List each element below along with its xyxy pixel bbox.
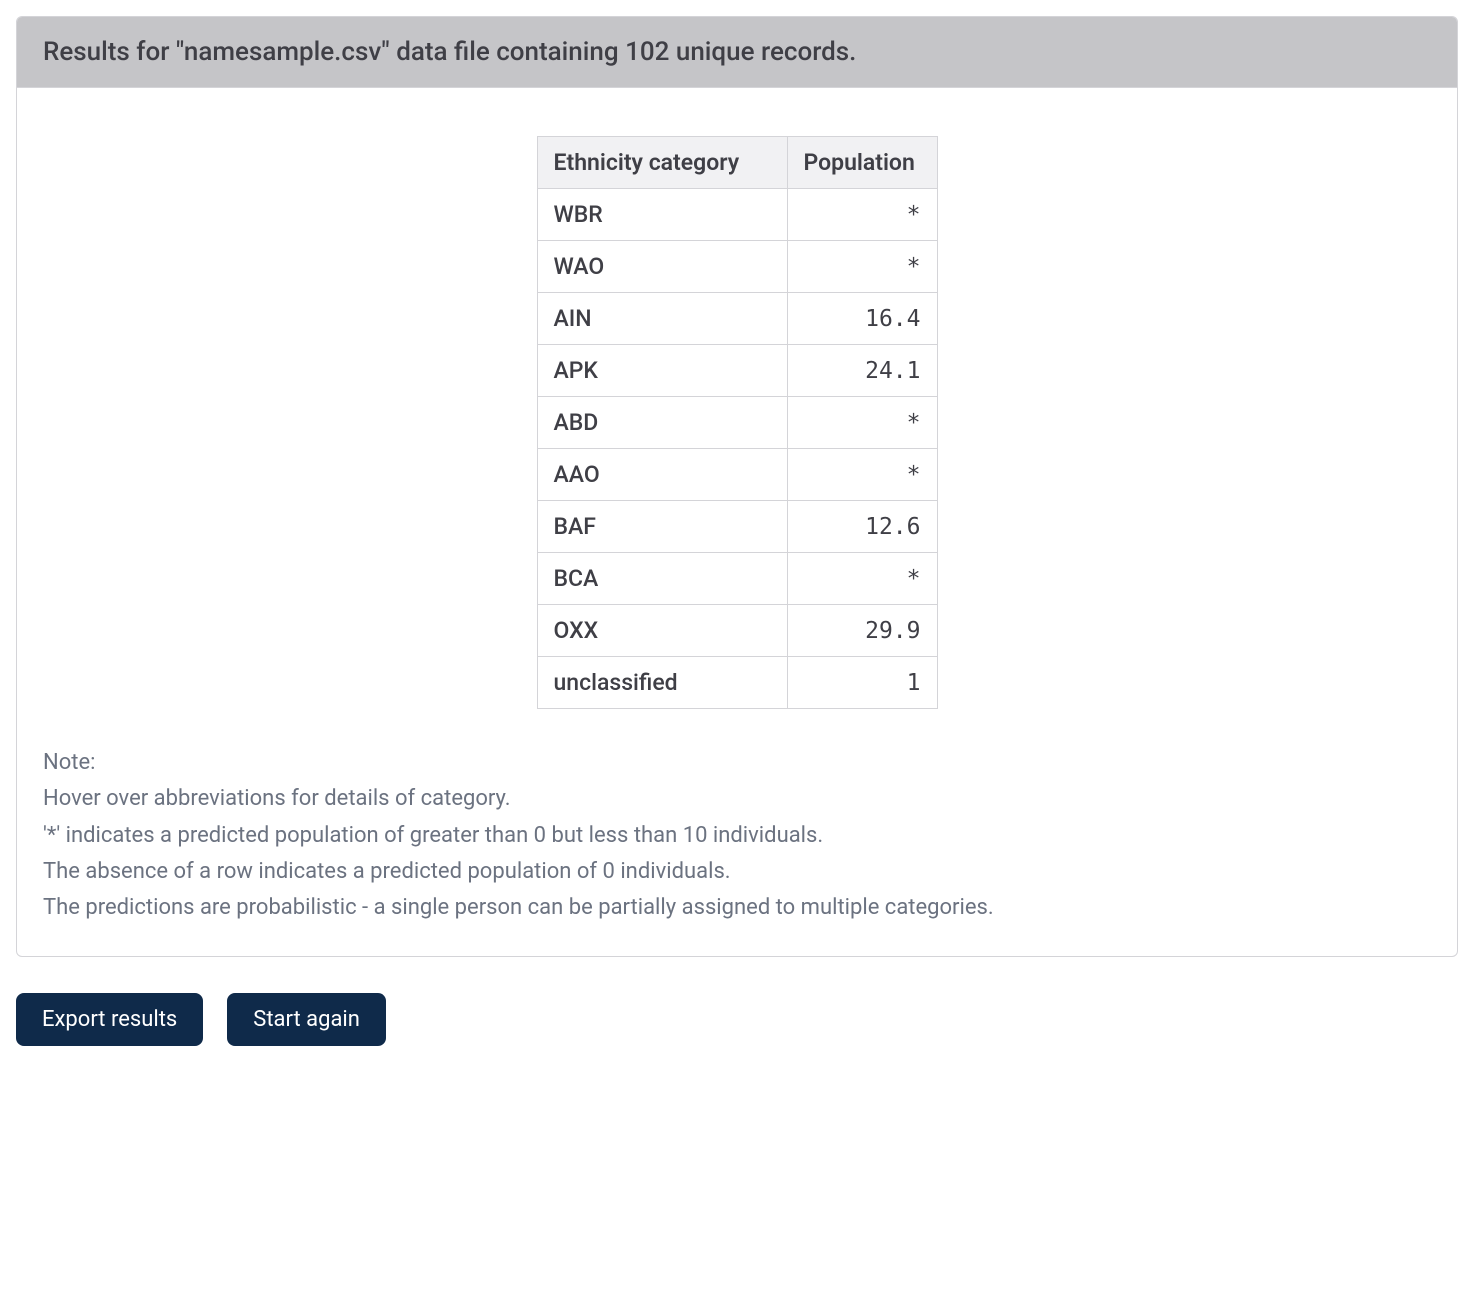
start-again-button[interactable]: Start again xyxy=(227,993,386,1046)
table-row: ABD* xyxy=(537,397,937,449)
cell-category[interactable]: BAF xyxy=(537,501,787,553)
cell-category[interactable]: unclassified xyxy=(537,657,787,709)
table-row: BAF12.6 xyxy=(537,501,937,553)
table-header-row: Ethnicity category Population xyxy=(537,137,937,189)
table-container: Ethnicity category Population WBR*WAO*AI… xyxy=(43,136,1431,709)
cell-population: * xyxy=(787,397,937,449)
cell-population: * xyxy=(787,189,937,241)
cell-category[interactable]: BCA xyxy=(537,553,787,605)
table-row: WAO* xyxy=(537,241,937,293)
table-row: AIN16.4 xyxy=(537,293,937,345)
table-row: OXX29.9 xyxy=(537,605,937,657)
panel-body: Ethnicity category Population WBR*WAO*AI… xyxy=(17,88,1457,956)
panel-header: Results for "namesample.csv" data file c… xyxy=(17,17,1457,88)
cell-population: 24.1 xyxy=(787,345,937,397)
cell-category[interactable]: WAO xyxy=(537,241,787,293)
notes-section: Note:Hover over abbreviations for detail… xyxy=(43,745,1431,926)
cell-population: * xyxy=(787,241,937,293)
cell-category[interactable]: AAO xyxy=(537,449,787,501)
cell-category[interactable]: OXX xyxy=(537,605,787,657)
note-line: '*' indicates a predicted population of … xyxy=(43,818,1431,854)
col-header-category: Ethnicity category xyxy=(537,137,787,189)
cell-population: 29.9 xyxy=(787,605,937,657)
table-body: WBR*WAO*AIN16.4APK24.1ABD*AAO*BAF12.6BCA… xyxy=(537,189,937,709)
cell-population: 1 xyxy=(787,657,937,709)
table-row: BCA* xyxy=(537,553,937,605)
panel-title: Results for "namesample.csv" data file c… xyxy=(43,37,856,67)
note-line: Hover over abbreviations for details of … xyxy=(43,781,1431,817)
cell-population: * xyxy=(787,449,937,501)
note-line: The absence of a row indicates a predict… xyxy=(43,854,1431,890)
actions-row: Export results Start again xyxy=(16,993,1458,1046)
cell-category[interactable]: ABD xyxy=(537,397,787,449)
cell-category[interactable]: APK xyxy=(537,345,787,397)
cell-population: 12.6 xyxy=(787,501,937,553)
table-row: unclassified1 xyxy=(537,657,937,709)
export-results-button[interactable]: Export results xyxy=(16,993,203,1046)
table-row: AAO* xyxy=(537,449,937,501)
cell-category[interactable]: WBR xyxy=(537,189,787,241)
results-table: Ethnicity category Population WBR*WAO*AI… xyxy=(537,136,938,709)
cell-population: 16.4 xyxy=(787,293,937,345)
col-header-population: Population xyxy=(787,137,937,189)
cell-population: * xyxy=(787,553,937,605)
note-line: Note: xyxy=(43,745,1431,781)
table-row: APK24.1 xyxy=(537,345,937,397)
note-line: The predictions are probabilistic - a si… xyxy=(43,890,1431,926)
cell-category[interactable]: AIN xyxy=(537,293,787,345)
table-row: WBR* xyxy=(537,189,937,241)
results-panel: Results for "namesample.csv" data file c… xyxy=(16,16,1458,957)
